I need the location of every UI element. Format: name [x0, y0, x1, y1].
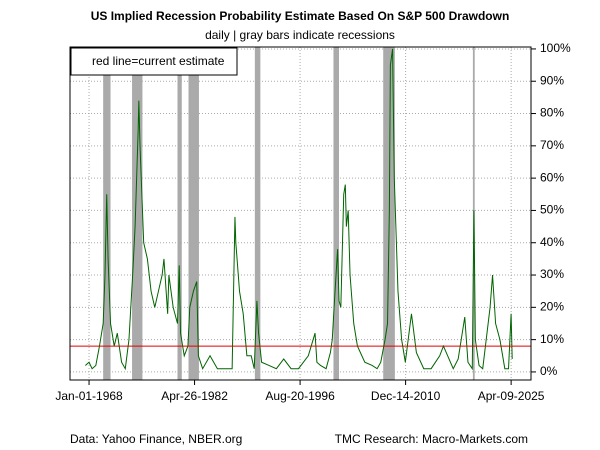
- y-tick-label: 90%: [540, 73, 564, 87]
- source-right: TMC Research: Macro-Markets.com: [335, 432, 528, 446]
- recession-bar: [254, 47, 261, 380]
- x-tick-label: Apr-26-1982: [161, 389, 228, 403]
- x-tick-label: Apr-09-2025: [478, 389, 545, 403]
- y-tick-label: 60%: [540, 170, 564, 184]
- recession-bar: [132, 47, 143, 380]
- y-tick-label: 100%: [540, 41, 571, 55]
- y-tick-label: 10%: [540, 332, 564, 346]
- recession-bar: [188, 47, 199, 380]
- y-tick-label: 30%: [540, 267, 564, 281]
- y-tick-label: 80%: [540, 106, 564, 120]
- recession-bar: [177, 47, 182, 380]
- y-tick-label: 40%: [540, 235, 564, 249]
- x-tick-label: Dec-14-2010: [371, 389, 441, 403]
- legend-box: [70, 47, 238, 76]
- legend-text: red line=current estimate: [92, 54, 225, 68]
- recession-bar: [333, 47, 339, 380]
- series-line: [85, 48, 513, 371]
- source-left: Data: Yahoo Finance, NBER.org: [70, 432, 242, 446]
- chart-title: US Implied Recession Probability Estimat…: [91, 9, 510, 23]
- y-tick-label: 70%: [540, 138, 564, 152]
- y-tick-label: 20%: [540, 299, 564, 313]
- x-tick-label: Jan-01-1968: [55, 389, 123, 403]
- y-tick-label: 50%: [540, 203, 564, 217]
- y-tick-label: 0%: [540, 364, 558, 378]
- plot-frame: [69, 46, 532, 381]
- x-tick-label: Aug-20-1996: [265, 389, 335, 403]
- chart-subtitle: daily | gray bars indicate recessions: [205, 28, 395, 42]
